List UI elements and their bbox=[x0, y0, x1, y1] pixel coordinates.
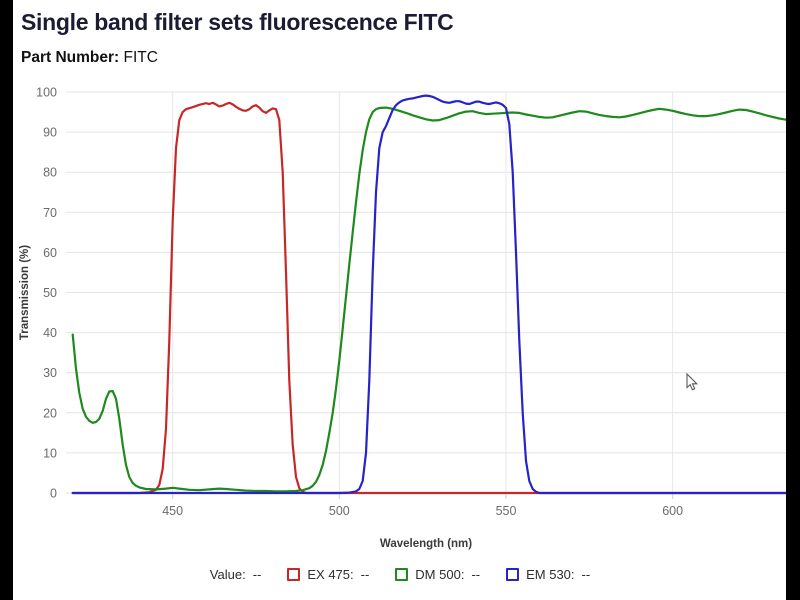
y-tick-label: 90 bbox=[43, 126, 57, 140]
part-number-label: Part Number: bbox=[21, 49, 120, 66]
x-tick-label: 600 bbox=[662, 504, 683, 518]
y-tick-label: 40 bbox=[43, 326, 57, 340]
part-number: Part Number: FITC bbox=[21, 49, 158, 67]
ex475-swatch-icon bbox=[287, 568, 301, 581]
legend-item-dm500[interactable]: DM 500: -- bbox=[395, 567, 480, 582]
em530-swatch-icon bbox=[506, 568, 520, 581]
legend-em530-label: EM 530: bbox=[526, 567, 575, 582]
y-tick-label: 10 bbox=[43, 446, 57, 460]
legend-dm500-value: -- bbox=[471, 567, 481, 582]
part-number-value: FITC bbox=[123, 49, 158, 66]
y-tick-label: 20 bbox=[43, 406, 57, 420]
y-tick-label: 50 bbox=[43, 286, 57, 300]
legend-item-ex475[interactable]: EX 475: -- bbox=[287, 567, 369, 582]
letterbox-left bbox=[0, 0, 13, 600]
legend-ex475-label: EX 475: bbox=[307, 567, 354, 582]
x-tick-label: 550 bbox=[496, 504, 517, 518]
series-dm-500 bbox=[71, 106, 788, 493]
y-tick-label: 60 bbox=[43, 246, 57, 260]
y-tick-label: 30 bbox=[43, 366, 57, 380]
legend-ex475-value: -- bbox=[360, 567, 370, 582]
x-axis-title: Wavelength (nm) bbox=[380, 538, 472, 550]
legend-dm500-label: DM 500: bbox=[415, 567, 465, 582]
y-tick-label: 100 bbox=[36, 86, 57, 100]
y-axis-title: Transmission (%) bbox=[19, 245, 31, 340]
legend-em530-value: -- bbox=[581, 567, 591, 582]
x-tick-label: 450 bbox=[162, 504, 183, 518]
series-em-530 bbox=[71, 94, 788, 495]
y-tick-label: 70 bbox=[43, 206, 57, 220]
legend-value: Value: -- bbox=[210, 567, 262, 582]
chart-legend: Value: -- EX 475: -- DM 500: -- EM 530: … bbox=[0, 567, 800, 582]
mouse-cursor-icon bbox=[686, 372, 699, 391]
x-tick-label: 500 bbox=[329, 504, 350, 518]
series-ex-475 bbox=[71, 101, 788, 495]
legend-value-label: Value: bbox=[209, 567, 246, 582]
y-tick-label: 0 bbox=[50, 487, 57, 501]
y-tick-label: 80 bbox=[43, 166, 57, 180]
page-title: Single band filter sets fluorescence FIT… bbox=[21, 9, 454, 35]
dm500-swatch-icon bbox=[395, 568, 409, 581]
legend-value-amount: -- bbox=[252, 567, 262, 582]
letterbox-right bbox=[786, 0, 800, 600]
legend-item-em530[interactable]: EM 530: -- bbox=[506, 567, 590, 582]
